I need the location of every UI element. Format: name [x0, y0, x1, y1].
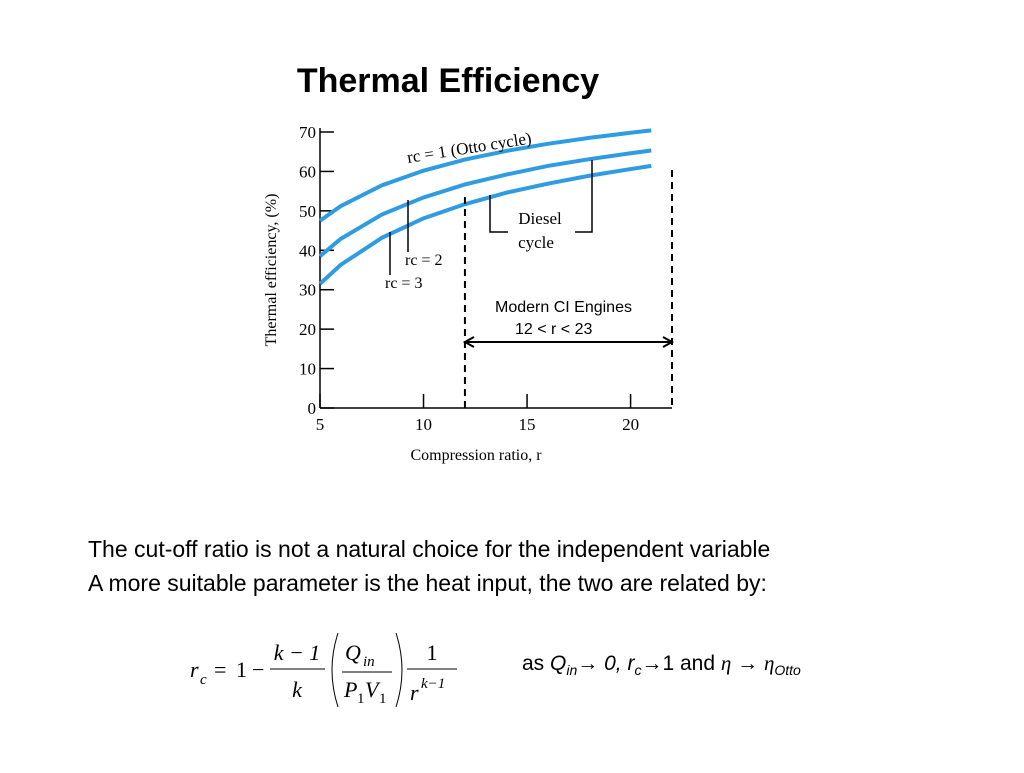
eq-part: =: [214, 657, 226, 682]
eq-part: Q: [345, 640, 361, 665]
bracket: [489, 160, 593, 233]
series-label: rc = 1 (Otto cycle): [406, 129, 533, 167]
eq-part: −: [252, 657, 264, 682]
x-tick-label: 5: [316, 415, 325, 434]
range-arrow: [462, 336, 675, 348]
eq-part: 1: [427, 640, 438, 665]
x-axis-label: Compression ratio, r: [410, 447, 542, 464]
eq-part: 1: [236, 657, 247, 682]
note-part: c: [634, 662, 641, 678]
y-tick-label: 40: [299, 241, 316, 260]
chart: 0 10 20 30 40 50 60 70 5 10 15 20 Compression ratio,…: [263, 123, 675, 464]
y-tick-label: 10: [299, 360, 316, 379]
y-tick-label: 0: [308, 399, 317, 418]
y-tick-label: 70: [299, 123, 316, 142]
paren: [395, 632, 403, 708]
y-tick-label: 30: [299, 281, 316, 300]
body-line: The cut-off ratio is not a natural choic…: [88, 536, 770, 562]
eq-part: 1: [357, 691, 365, 707]
eq-part: in: [363, 654, 375, 670]
note-part: →: [731, 652, 764, 675]
eq-part: c: [200, 672, 207, 688]
note-part: as: [522, 652, 550, 675]
note-part: →1 and: [641, 652, 720, 675]
x-tick-label: 15: [519, 415, 536, 434]
y-tick-label: 20: [299, 320, 316, 339]
note: as Qin→ 0, rc→1 and η → ηOtto: [522, 651, 801, 678]
paren: [331, 632, 339, 708]
note-part: η: [721, 651, 731, 675]
equation: r c = 1 − k − 1 k Q in P 1 V 1 1 r k−1: [190, 632, 457, 708]
x-tick-label: 10: [415, 415, 432, 434]
note-part: η: [764, 651, 774, 675]
series-line: [318, 148, 652, 258]
eq-part: P: [343, 677, 357, 702]
slide-title: Thermal Efficiency: [297, 62, 599, 100]
annotation: 12 < r < 23: [515, 321, 592, 338]
note-part: Q: [550, 652, 566, 675]
series-label: rc = 3: [385, 275, 422, 292]
series-line: [318, 163, 652, 286]
annotation: Modern CI Engines: [495, 299, 632, 316]
note-part: in: [566, 662, 577, 678]
body-line: A more suitable parameter is the heat in…: [88, 570, 767, 596]
eq-part: k − 1: [274, 640, 321, 665]
y-axis-label: Thermal efficiency, (%): [263, 194, 280, 347]
eq-part: k: [292, 677, 303, 702]
x-tick-label: 20: [622, 415, 639, 434]
annotation: Diesel: [518, 209, 562, 228]
y-tick-label: 60: [299, 162, 316, 181]
eq-part: r: [190, 657, 199, 682]
annotation: cycle: [518, 233, 554, 252]
eq-part: V: [365, 677, 381, 702]
eq-part: k−1: [421, 676, 445, 692]
eq-part: 1: [379, 691, 387, 707]
eq-part: r: [410, 680, 419, 705]
note-part: → 0, r: [577, 652, 635, 675]
series-label: rc = 2: [405, 252, 442, 269]
y-tick-label: 50: [299, 202, 316, 221]
note-part: Otto: [774, 662, 801, 678]
series-line: [318, 128, 652, 223]
